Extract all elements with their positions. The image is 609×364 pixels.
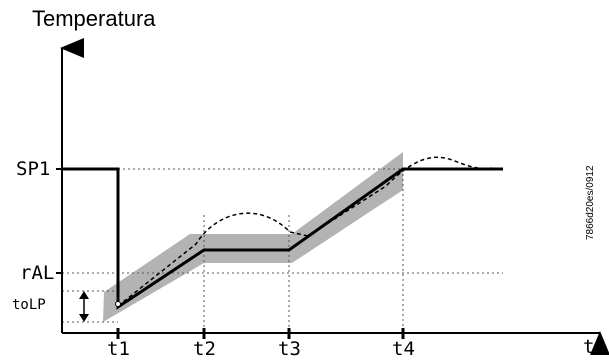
profile-start-point	[115, 301, 121, 307]
x-axis-ticks	[116, 328, 405, 339]
ral-label: rAL	[20, 262, 55, 284]
setpoint-profile-line	[62, 167, 503, 310]
x-axis-label: t	[583, 336, 595, 358]
t1-label: t1	[107, 338, 130, 360]
t2-label: t2	[193, 338, 216, 360]
sp1-label: SP1	[16, 158, 51, 180]
actual-temperature-curve	[117, 156, 493, 307]
tolerance-band	[103, 152, 403, 322]
tolp-double-arrow	[79, 291, 89, 322]
y-axis-label: Temperatura	[32, 6, 156, 31]
t3-label: t3	[278, 338, 301, 360]
t4-label: t4	[392, 338, 415, 360]
guide-lines	[62, 168, 503, 333]
document-code: 7866d20es/0912	[585, 165, 596, 240]
y-axis-ticks	[56, 168, 62, 274]
document-code-wrapper: 7866d20es/0912	[585, 140, 598, 240]
tolp-label: toLP	[12, 297, 46, 313]
